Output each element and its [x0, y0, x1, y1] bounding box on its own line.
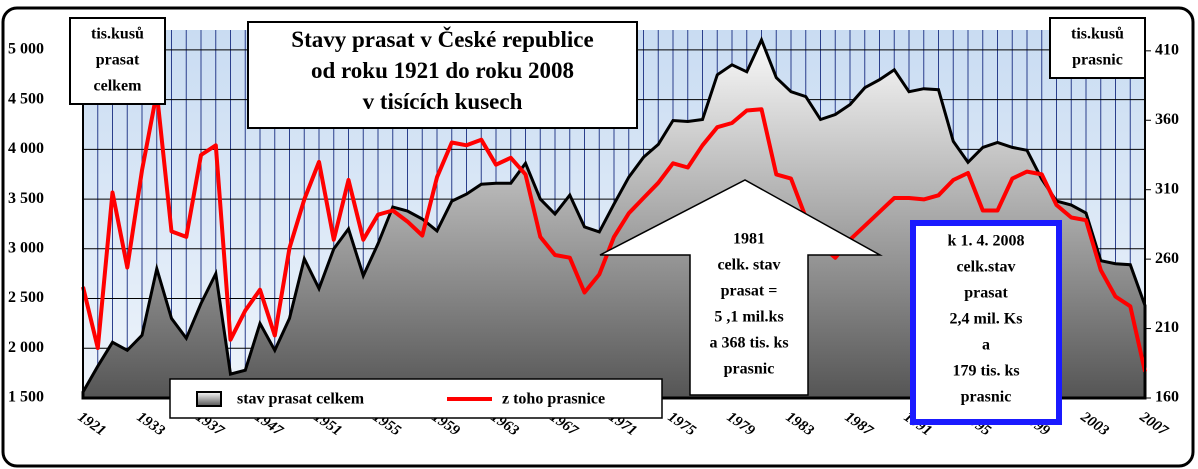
annotation-text: 2,4 mil. Ks	[950, 311, 1023, 328]
annotation-text: prasat	[964, 285, 1008, 302]
y2-tick-label: 360	[1155, 111, 1179, 128]
legend-label: stav prasat celkem	[237, 391, 365, 408]
chart-title-text: Stavy prasat v České republice	[291, 26, 593, 52]
legend	[169, 378, 663, 419]
annotation-text: prasnic	[724, 361, 775, 378]
chart-title	[247, 21, 638, 129]
chart-title-text: v tisících kusech	[363, 89, 523, 114]
y2-tick-label: 160	[1155, 389, 1179, 406]
annotation-text: celk.stav	[956, 259, 1015, 276]
y-tick-label: 5 000	[8, 41, 44, 58]
chart-title-text: od roku 1921 do roku 2008	[311, 58, 574, 83]
y-axis-title-text: celkem	[94, 78, 143, 95]
annotation-text: a 368 tis. ks	[709, 335, 788, 352]
annotation-text: a	[982, 337, 990, 354]
annotation-text: k 1. 4. 2008	[948, 233, 1025, 250]
y2-tick-label: 210	[1155, 319, 1179, 336]
line	[81, 90, 1147, 373]
y2-axis-title	[1049, 17, 1146, 79]
annotation-text: prasat =	[721, 283, 778, 300]
annotation-text: prasnic	[961, 389, 1012, 406]
annotation-text: 1981	[733, 231, 765, 248]
y-tick-label: 2 000	[8, 339, 44, 356]
y-tick-label: 4 500	[8, 90, 44, 107]
y-tick-label: 3 500	[8, 190, 44, 207]
annotation-text: celk. stav	[717, 257, 780, 274]
y2-axis-title-text: prasnic	[1072, 52, 1123, 69]
y-axis-title-text: prasat	[96, 52, 140, 69]
y-axis-title	[69, 17, 166, 105]
annotation-text: 5 ,1 mil.ks	[714, 309, 783, 326]
y-tick-label: 2 500	[8, 289, 44, 306]
annotation-text: 179 tis. ks	[952, 363, 1019, 380]
y2-tick-label: 410	[1155, 42, 1179, 59]
legend-swatch	[196, 391, 222, 407]
y2-axis-title-text: tis.kusů	[1071, 26, 1124, 43]
y-tick-label: 1 500	[8, 389, 44, 406]
y2-tick-label: 310	[1155, 180, 1179, 197]
annotation-arrow	[599, 179, 883, 396]
annotation-box	[910, 220, 1062, 425]
area	[81, 36, 1147, 400]
y-tick-label: 3 000	[8, 239, 44, 256]
legend-label: z toho prasnice	[502, 391, 605, 408]
y2-tick-label: 260	[1155, 250, 1179, 267]
y-axis-title-text: tis.kusů	[91, 26, 144, 43]
y-tick-label: 4 000	[8, 140, 44, 157]
